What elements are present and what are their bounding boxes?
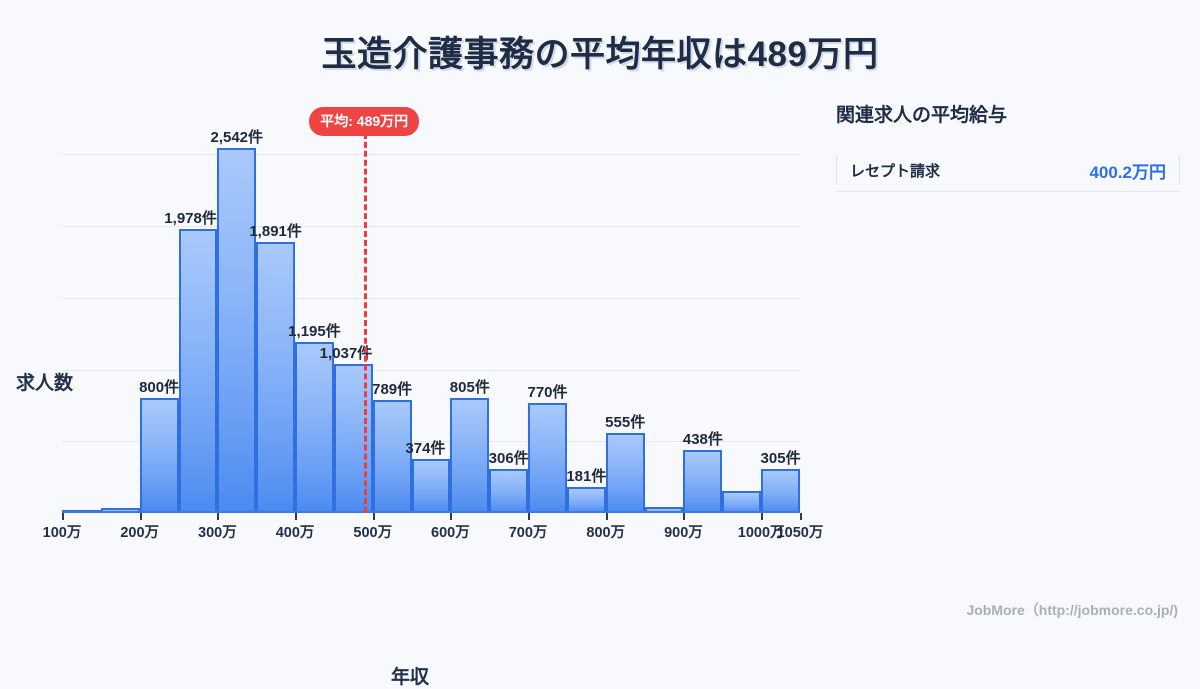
- average-badge: 平均: 489万円: [309, 107, 420, 136]
- x-axis-tick: [372, 513, 375, 520]
- salary-row-value: 400.2万円: [1089, 162, 1166, 182]
- bar: 374件: [405, 440, 451, 513]
- x-axis-tick: [450, 513, 453, 520]
- bar: 770件: [527, 384, 568, 513]
- bar-value-label: 800件: [139, 379, 180, 397]
- x-axis-tick: [605, 513, 608, 520]
- bar-value-label: 805件: [449, 378, 490, 396]
- x-axis-line: [62, 511, 800, 513]
- bar-value-label: 555件: [605, 414, 646, 432]
- bar-value-label: 770件: [527, 383, 568, 401]
- bar: 305件: [761, 450, 801, 513]
- related-salary-heading: 関連求人の平均給与: [836, 105, 1008, 126]
- x-axis-tick: [761, 513, 764, 520]
- x-axis-tick-label: 200万: [120, 525, 160, 541]
- gridline: [62, 297, 800, 299]
- histogram-chart: 求人数 800件 1,978件 2,542件 1,891件 1,195件 1,037件 78…: [0, 90, 823, 688]
- x-axis-tick: [683, 513, 686, 520]
- salary-row-name: レセプト請求: [850, 162, 941, 180]
- average-line: [364, 133, 368, 513]
- bar-series: 800件 1,978件 2,542件 1,891件 1,195件 1,037件 789件 37…: [62, 97, 801, 513]
- x-axis-tick: [217, 513, 220, 520]
- x-axis-tick-label: 700万: [508, 525, 548, 541]
- x-axis-tick-label: 500万: [353, 525, 393, 541]
- x-axis-tick-label: 800万: [586, 525, 626, 541]
- bar-value-label: 181件: [566, 468, 607, 486]
- bar: 805件: [450, 379, 490, 513]
- x-axis-tick: [139, 513, 142, 520]
- related-salary-panel: 関連求人の平均給与 レセプト請求 400.2万円: [836, 100, 1180, 192]
- bar: 1,195件: [288, 323, 341, 513]
- bar: 1,978件: [164, 210, 218, 513]
- bar-value-label: 438件: [682, 431, 723, 449]
- x-axis-tick: [800, 513, 802, 520]
- gridline: [62, 154, 800, 156]
- bar: 2,542件: [210, 129, 263, 513]
- bar-value-label: 1,037件: [319, 345, 373, 363]
- chart-page: 玉造介護事務の平均年収は489万円 求人数 800件 1,978件 2,542件 1,…: [0, 35, 1180, 688]
- related-salary-list: レセプト請求 400.2万円: [836, 149, 1180, 192]
- bar-value-label: 1,195件: [288, 322, 341, 340]
- bar-value-label: 2,542件: [210, 129, 264, 147]
- bar-value-label: 306件: [488, 450, 529, 468]
- x-axis-tick-label: 900万: [664, 525, 703, 541]
- bar-value-label: 789件: [372, 380, 413, 398]
- y-axis-title: 求人数: [16, 373, 74, 394]
- bar-value-label: 374件: [405, 440, 446, 458]
- bar: 800件: [139, 379, 179, 513]
- footer-watermark: JobMore（http://jobmore.co.jp/): [966, 602, 1178, 618]
- bar-value-label: 1,891件: [249, 222, 302, 240]
- x-axis-tick: [528, 513, 531, 520]
- plot-area: 800件 1,978件 2,542件 1,891件 1,195件 1,037件 789件 37…: [43, 97, 823, 541]
- bar: 1,891件: [249, 223, 302, 513]
- x-axis-tick-label: 400万: [275, 525, 315, 541]
- x-axis-tick-label: 600万: [431, 525, 470, 541]
- gridline: [62, 441, 800, 443]
- bar: 438件: [683, 431, 723, 513]
- bar: 555件: [605, 414, 645, 513]
- x-axis-tick-label: 1000万: [737, 525, 785, 541]
- bar: 789件: [372, 381, 412, 513]
- bar: 306件: [489, 450, 529, 513]
- x-axis-tick-label: 100万: [42, 525, 82, 541]
- x-axis-title: 年収: [390, 667, 429, 688]
- page-title: 玉造介護事務の平均年収は489万円: [321, 35, 879, 74]
- x-axis-tick: [295, 513, 298, 520]
- bar: [722, 491, 762, 513]
- x-axis-tick-label: 1050万: [776, 525, 824, 541]
- bar-value-label: 305件: [760, 450, 801, 468]
- bar: 181件: [566, 468, 606, 513]
- bar: [100, 507, 140, 513]
- bar: [644, 507, 684, 513]
- gridline: [62, 226, 800, 228]
- gridline: [62, 369, 800, 371]
- bar-value-label: 1,978件: [164, 210, 217, 228]
- x-axis-tick: [62, 513, 64, 520]
- x-axis-tick-label: 300万: [198, 525, 237, 541]
- salary-row: レセプト請求 400.2万円: [836, 149, 1180, 192]
